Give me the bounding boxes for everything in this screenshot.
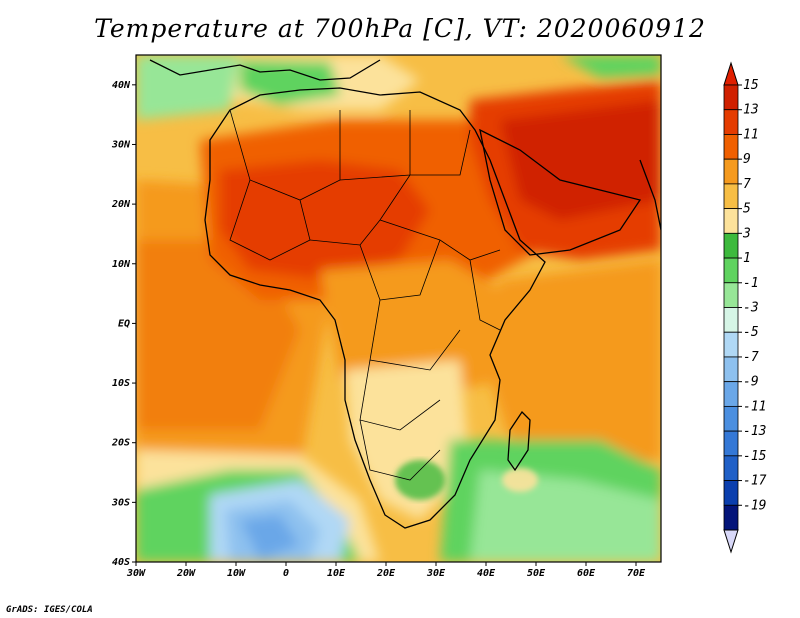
- colorbar-label: -7: [743, 350, 759, 365]
- y-tick-label: 10S: [112, 378, 130, 389]
- colorbar-swatch: [723, 232, 739, 259]
- y-tick-label: 20S: [111, 438, 130, 449]
- colorbar: 15 13 11 9 7 5 3 1 -1 -3 -5 -7 -9 -11 -13 -15 -17 -19: [723, 61, 767, 554]
- colorbar-swatch: [723, 109, 739, 135]
- x-tick-label: 40E: [477, 568, 496, 579]
- colorbar-label: -15: [743, 449, 767, 464]
- y-tick-label: 40N: [112, 80, 131, 91]
- colorbar-swatch: [723, 430, 739, 457]
- credit-text: GrADS: IGES/COLA: [6, 605, 93, 615]
- colorbar-swatch: [723, 356, 739, 383]
- colorbar-swatch: [723, 208, 739, 234]
- colorbar-swatch: [723, 405, 739, 432]
- y-tick-label: EQ: [118, 318, 130, 329]
- coastlines: [149, 59, 661, 529]
- colorbar-label: 3: [742, 226, 751, 241]
- colorbar-label: -3: [743, 301, 759, 316]
- colorbar-label: -9: [743, 375, 759, 390]
- colorbar-label: -1: [743, 276, 759, 291]
- y-tick-label: 30S: [111, 497, 130, 508]
- colorbar-swatch: [723, 381, 739, 407]
- colorbar-swatch: [723, 282, 739, 308]
- colorbar-label: -17: [743, 474, 767, 489]
- y-tick-label: 40S: [112, 557, 130, 568]
- colorbar-swatch: [723, 480, 739, 506]
- colorbar-swatch: [723, 504, 739, 531]
- colorbar-swatch: [723, 331, 739, 358]
- x-tick-label: 0: [283, 568, 289, 579]
- colorbar-over-arrow: [723, 61, 739, 86]
- colorbar-label: -5: [743, 325, 759, 340]
- x-tick-label: 30W: [126, 568, 146, 579]
- colorbar-swatch: [723, 307, 739, 333]
- colorbar-label: -11: [743, 399, 766, 414]
- colorbar-swatch: [723, 134, 739, 160]
- country-borders: [229, 109, 501, 481]
- colorbar-label: -13: [743, 424, 766, 439]
- x-tick-label: 60E: [577, 568, 596, 579]
- y-axis: 40N 30N 20N 10N EQ 10S 20S 30S 40S: [111, 80, 136, 568]
- colorbar-swatch: [723, 455, 739, 481]
- colorbar-label: 1: [743, 251, 751, 266]
- colorbar-label: -19: [743, 498, 766, 513]
- x-tick-label: 30E: [426, 568, 446, 579]
- colorbar-label: 13: [743, 103, 759, 118]
- x-tick-label: 50E: [527, 568, 546, 579]
- colorbar-swatch: [723, 183, 739, 210]
- plot-frame: [135, 54, 662, 563]
- x-tick-label: 10W: [227, 568, 246, 579]
- colorbar-label: 5: [743, 202, 751, 217]
- x-tick-label: 10E: [327, 568, 346, 579]
- colorbar-label: 11: [743, 127, 759, 142]
- colorbar-label: 15: [743, 78, 759, 93]
- x-axis: 30W 20W 10W 0 10E 20E 30E 40E 50E 60E 70E: [126, 562, 646, 579]
- colorbar-label: 7: [743, 177, 751, 192]
- y-tick-label: 30N: [111, 139, 131, 150]
- map-title: Temperature at 700hPa [C], VT: 202006091…: [94, 14, 706, 43]
- temperature-field: [136, 55, 661, 562]
- y-tick-label: 10N: [112, 259, 131, 270]
- x-tick-label: 70E: [627, 568, 646, 579]
- colorbar-swatch: [723, 257, 739, 284]
- y-tick-label: 20N: [111, 199, 131, 210]
- x-tick-label: 20E: [376, 568, 396, 579]
- colorbar-label: 9: [743, 152, 751, 167]
- colorbar-under-arrow: [723, 529, 739, 554]
- x-tick-label: 20W: [176, 568, 196, 579]
- colorbar-swatch: [723, 158, 739, 185]
- colorbar-swatch: [723, 84, 739, 111]
